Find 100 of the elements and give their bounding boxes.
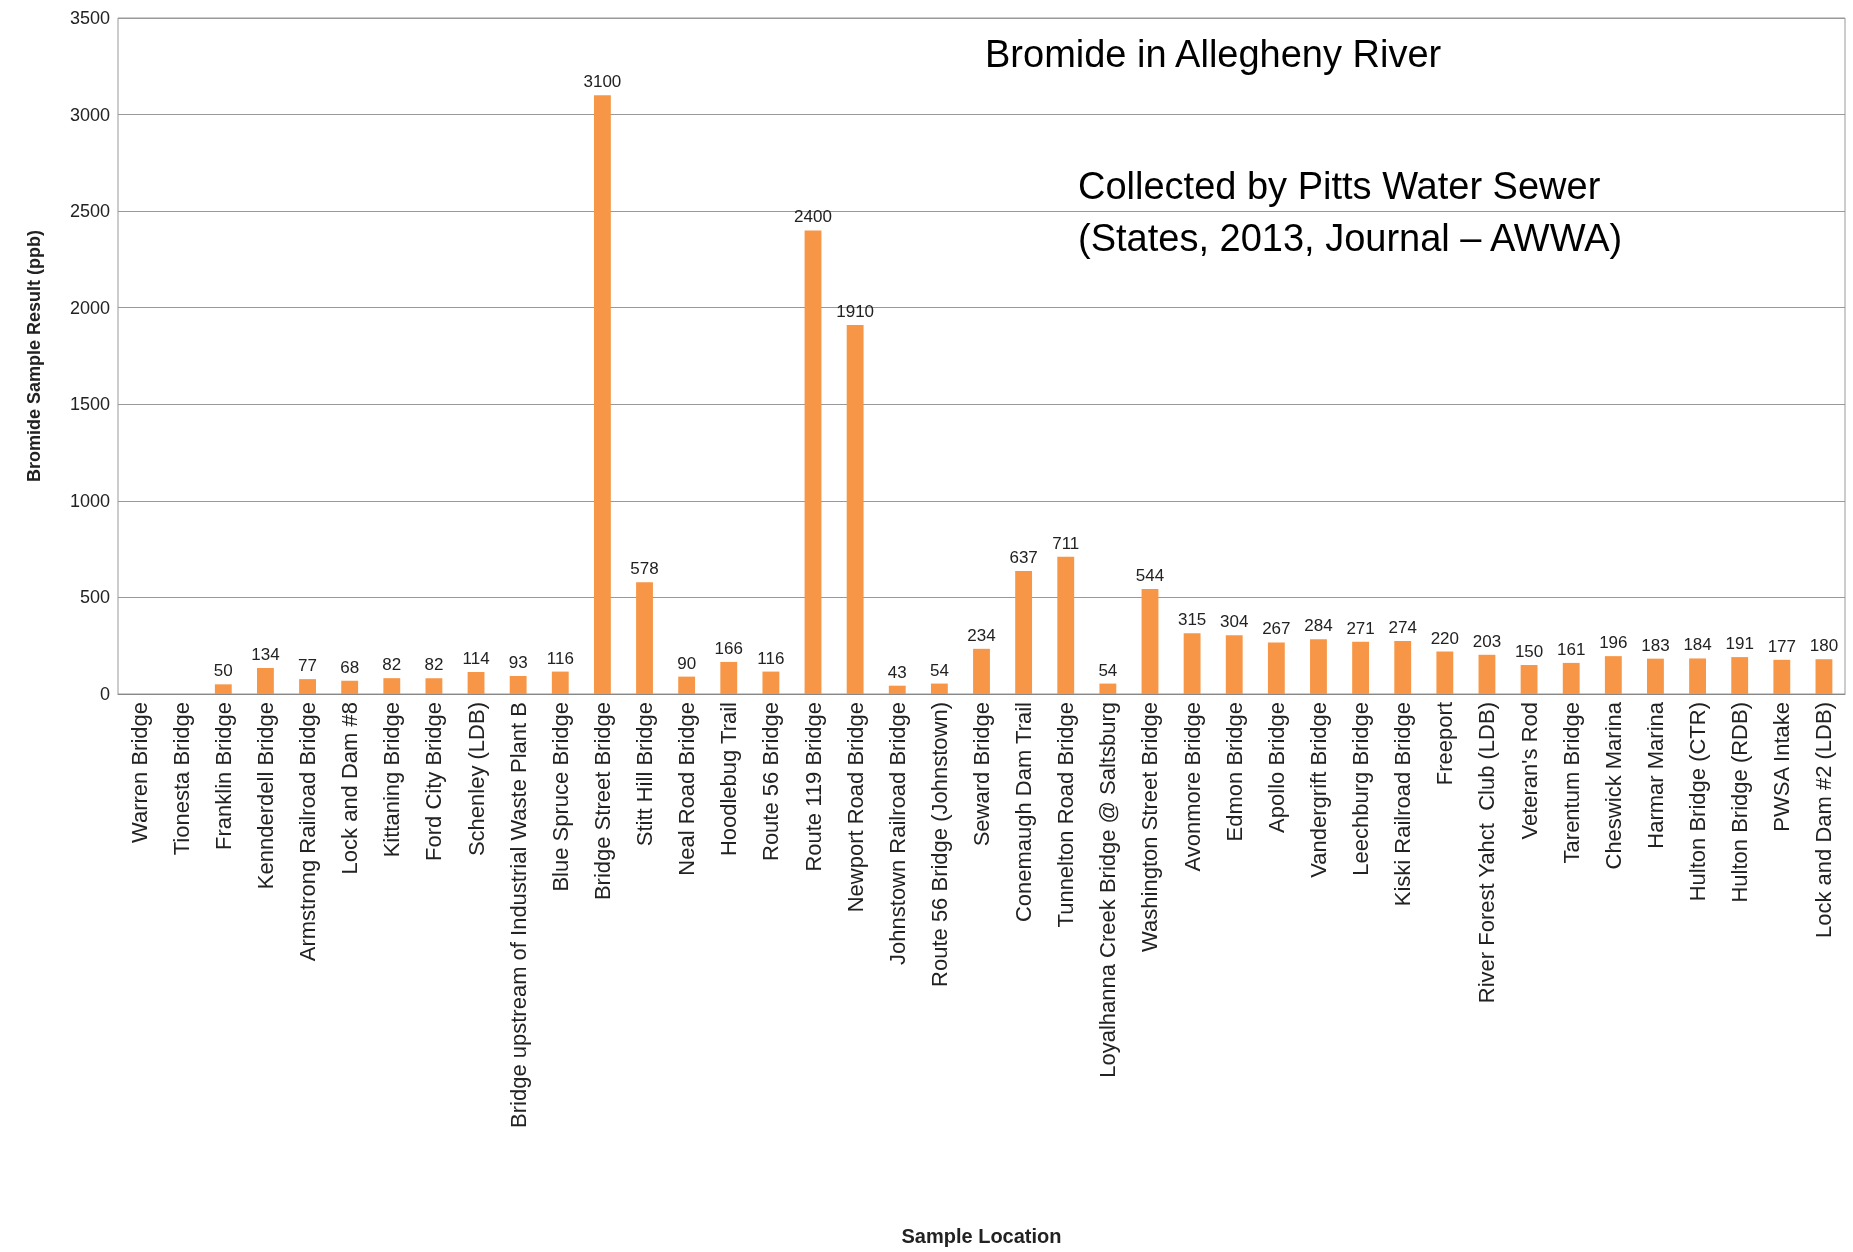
y-axis-title: Bromide Sample Result (ppb)	[24, 229, 44, 483]
bar	[383, 678, 401, 694]
bar	[1773, 659, 1791, 694]
y-tick-label: 1500	[69, 394, 110, 415]
bar	[1478, 654, 1496, 694]
bar	[1225, 635, 1243, 694]
y-tick-label: 0	[99, 684, 110, 704]
bar	[846, 325, 864, 694]
x-tick-label: Franklin Bridge	[210, 702, 236, 850]
data-label: 77	[298, 656, 318, 676]
chart-title: Bromide in Allegheny River	[985, 33, 1442, 75]
bar	[1604, 656, 1622, 694]
y-tick-label: 3000	[69, 104, 110, 125]
x-tick-label: Cheswick Marina	[1600, 701, 1626, 870]
bar	[1562, 662, 1580, 694]
data-label: 3100	[583, 72, 622, 92]
data-label: 544	[1135, 565, 1165, 585]
data-label: 50	[213, 661, 233, 681]
x-tick-label: Harmar Marina	[1642, 701, 1668, 849]
x-tick-label: Hulton Bridge (CTR)	[1685, 702, 1711, 902]
bar	[425, 678, 443, 694]
x-tick-label: Johnstown Railroad Bridge	[884, 702, 910, 965]
data-label: 234	[967, 625, 996, 645]
bar	[593, 95, 611, 694]
data-label: 180	[1809, 636, 1839, 656]
x-tick-label: Hoodlebug Trail	[716, 702, 742, 857]
bar	[299, 679, 316, 694]
data-label: 578	[630, 559, 659, 579]
data-label: 114	[462, 648, 490, 668]
data-label: 711	[1052, 533, 1080, 553]
data-label: 134	[251, 645, 280, 665]
bar	[1099, 683, 1117, 694]
y-tick-label: 2000	[69, 297, 110, 318]
bar	[804, 230, 822, 694]
data-label: 177	[1767, 636, 1796, 656]
bar	[888, 685, 906, 694]
bar	[1141, 588, 1159, 694]
text: Collected by Pitts Water Sewer (States, 2013, Journal – AWWA)	[1078, 165, 1623, 259]
x-tick-label: Lock and Dam #2 (LDB)	[1811, 702, 1837, 938]
x-tick-label: Route 56 Bridge (Johnstown)	[926, 702, 952, 987]
x-tick-label: Blue Spruce Bridge	[547, 702, 573, 892]
data-label: 203	[1472, 631, 1502, 651]
bar	[973, 648, 990, 694]
y-tick-label: 1000	[69, 490, 110, 511]
data-label: 637	[1009, 547, 1038, 567]
x-tick-label: Bridge upstream of Industrial Waste Plant B	[505, 702, 531, 1128]
data-label: 284	[1304, 616, 1333, 636]
x-tick-label: Veteran's Rod	[1516, 702, 1542, 840]
bar	[1352, 641, 1370, 694]
x-tick-label: Warren Bridge	[126, 702, 152, 844]
y-tick-label: 3500	[69, 8, 110, 28]
bar	[1015, 570, 1033, 694]
x-tick-label: Washington Street Bridge	[1137, 702, 1163, 952]
bar	[1520, 665, 1538, 694]
bar	[1815, 659, 1833, 694]
bar	[1183, 633, 1201, 694]
data-label: 315	[1177, 610, 1207, 630]
bar	[678, 676, 696, 694]
x-tick-label: Lock and Dam #8	[337, 702, 363, 875]
data-label: 161	[1557, 639, 1586, 659]
data-label: 43	[887, 662, 907, 682]
x-tick-label: Neal Road Bridge	[674, 702, 700, 876]
x-tick-label: Edmon Bridge	[1221, 702, 1247, 842]
x-tick-label: Hulton Bridge (RDB)	[1727, 702, 1753, 903]
x-tick-label: River Forest Yahct Club (LDB)	[1474, 702, 1500, 1004]
y-tick-label: 2500	[69, 201, 110, 222]
bar	[214, 684, 232, 694]
x-axis-title: Sample Location	[901, 1225, 1062, 1247]
x-tick-label: Apollo Bridge	[1263, 702, 1289, 833]
x-tick-label: PWSA Intake	[1769, 702, 1795, 832]
data-label: 90	[677, 653, 697, 673]
bar	[720, 661, 738, 694]
bar	[1310, 639, 1327, 694]
data-label: 116	[757, 648, 785, 668]
data-label: 1910	[836, 302, 875, 322]
data-label: 116	[546, 648, 574, 668]
bar	[1647, 658, 1664, 694]
x-tick-label: Newport Road Bridge	[842, 702, 868, 913]
bar	[1394, 641, 1412, 694]
x-tick-label: Stitt Hill Bridge	[632, 702, 658, 847]
x-tick-label: Kittaning Bridge	[379, 702, 405, 858]
bar	[1267, 642, 1285, 694]
bar	[341, 680, 359, 694]
data-label: 82	[424, 655, 444, 675]
data-label: 82	[382, 655, 402, 675]
x-tick-label: Tionesta Bridge	[168, 702, 194, 856]
bar	[1689, 658, 1706, 694]
x-tick-label: Seward Bridge	[969, 702, 994, 847]
x-tick-label: Avonmore Bridge	[1179, 702, 1205, 872]
x-tick-label: Conemaugh Dam Trail	[1011, 702, 1037, 923]
data-label: 184	[1683, 635, 1712, 655]
x-tick-label: Schenley (LDB)	[463, 702, 489, 857]
x-tick-label: Kiski Railroad Bridge	[1390, 702, 1416, 907]
x-tick-label: Route 119 Bridge	[800, 702, 826, 872]
x-tick-label: Vandergrift Bridge	[1305, 702, 1331, 878]
bar	[930, 683, 948, 694]
bar	[509, 676, 527, 694]
x-tick-label: Freeport	[1432, 702, 1458, 786]
x-tick-label: Bridge Street Bridge	[589, 702, 615, 901]
data-label: 196	[1599, 633, 1628, 653]
